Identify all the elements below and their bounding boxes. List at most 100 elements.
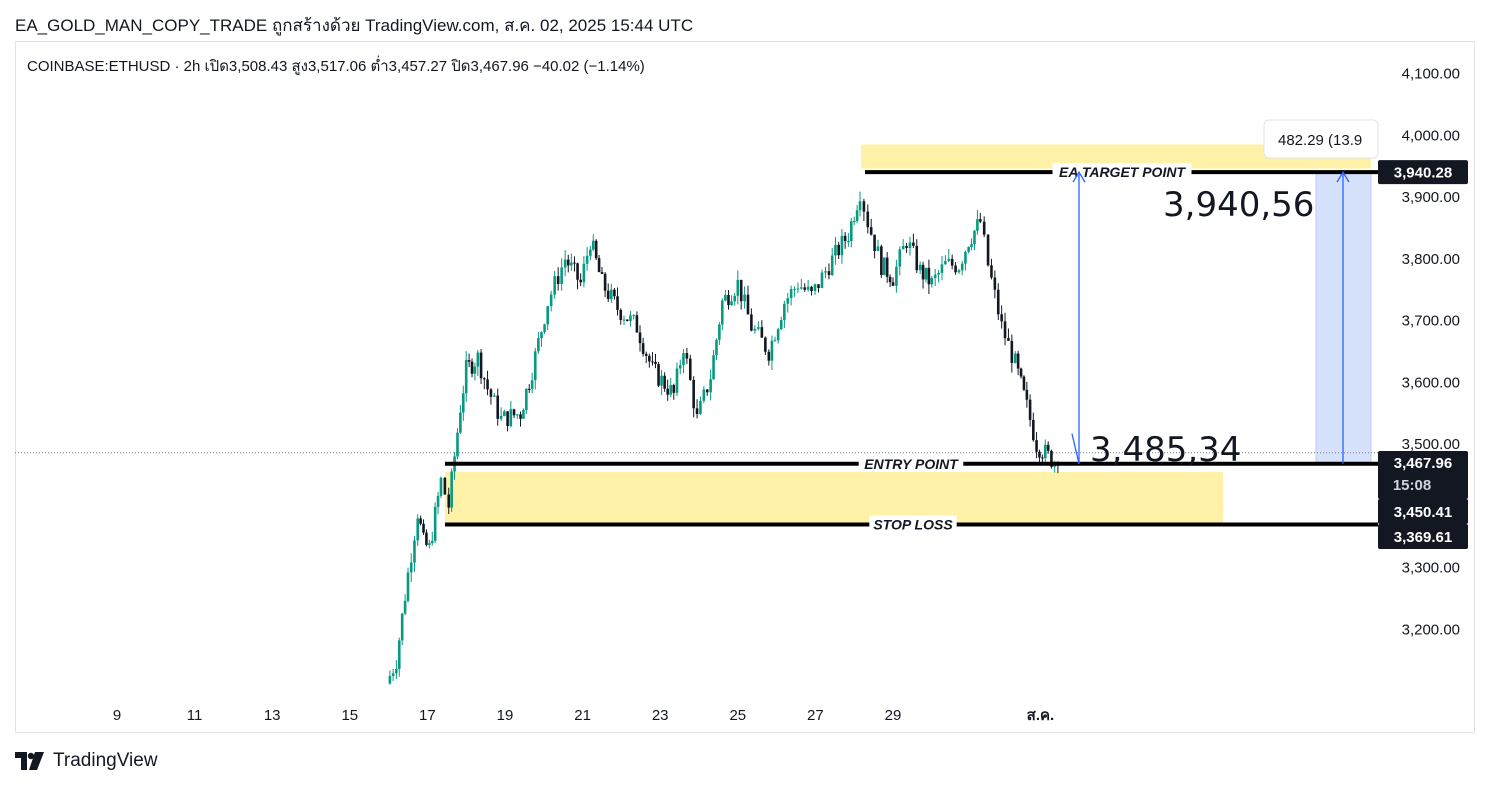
candle xyxy=(388,675,392,684)
ea-target-tag-bg xyxy=(1378,160,1468,185)
candle xyxy=(503,411,506,416)
candle xyxy=(476,352,480,367)
y-tick-label: 3,700.00 xyxy=(1402,313,1460,330)
candle xyxy=(644,353,648,356)
candle xyxy=(397,640,401,669)
candle xyxy=(1000,314,1003,322)
x-tick-label: 11 xyxy=(187,707,203,724)
candle xyxy=(858,201,862,211)
candle xyxy=(843,235,847,241)
level-lines: EA TARGET POINT ENTRY POINT STOP LOSS xyxy=(445,163,1378,533)
candle xyxy=(467,360,471,362)
candle xyxy=(862,201,866,212)
candle xyxy=(779,319,783,330)
candle xyxy=(585,255,589,264)
candle xyxy=(950,258,954,266)
candle xyxy=(527,388,531,390)
candle xyxy=(489,389,493,397)
annotations: 3,940,56 3,485,34 482.29 (13.9 xyxy=(1071,119,1379,470)
candle xyxy=(733,295,736,302)
candle xyxy=(976,219,979,231)
candle xyxy=(954,265,957,273)
candle xyxy=(395,668,398,674)
candle xyxy=(688,358,692,380)
y-tick-label: 4,000.00 xyxy=(1402,127,1460,144)
candle xyxy=(990,265,993,278)
candle xyxy=(760,327,764,338)
candle xyxy=(876,246,880,252)
candle xyxy=(663,375,666,389)
candle xyxy=(715,339,718,356)
candle xyxy=(486,379,489,390)
entry-arrow-stub xyxy=(1071,433,1080,464)
x-tick-label: 19 xyxy=(497,707,514,724)
candle xyxy=(834,244,837,256)
candle xyxy=(803,287,807,290)
candle xyxy=(456,432,459,457)
y-tick-label: 3,800.00 xyxy=(1402,251,1460,268)
candle xyxy=(546,306,549,325)
candle xyxy=(806,286,810,290)
candle xyxy=(566,259,570,266)
candle xyxy=(433,506,437,541)
candle xyxy=(933,274,937,278)
candle xyxy=(1043,444,1047,459)
candle xyxy=(699,400,702,414)
candle xyxy=(921,264,925,280)
candle xyxy=(830,255,834,276)
candle xyxy=(882,257,886,276)
candle xyxy=(979,219,982,222)
x-tick-label: ส.ค. xyxy=(1027,707,1055,724)
candle xyxy=(847,240,850,242)
current-price-tag-bg xyxy=(1378,451,1468,499)
tradingview-logo[interactable]: TradingView xyxy=(15,750,158,772)
candle xyxy=(1016,353,1020,369)
candle xyxy=(944,261,947,265)
candle xyxy=(891,282,895,286)
x-tick-label: 27 xyxy=(807,707,824,724)
candle xyxy=(930,277,934,285)
candle xyxy=(657,364,660,386)
candle xyxy=(837,244,840,256)
candle xyxy=(810,286,813,292)
candle xyxy=(470,361,474,374)
y-tick-label: 3,300.00 xyxy=(1402,560,1460,577)
candle xyxy=(479,352,483,379)
ea-target-label: EA TARGET POINT xyxy=(1059,164,1186,180)
candle xyxy=(678,365,682,369)
candle xyxy=(702,389,706,401)
candle xyxy=(1019,368,1023,377)
candle xyxy=(986,234,990,266)
candle xyxy=(1035,440,1038,452)
x-tick-label: 21 xyxy=(574,707,591,724)
candle xyxy=(499,415,503,419)
candle xyxy=(912,242,915,246)
x-tick-label: 29 xyxy=(885,707,902,724)
target-arrow-head xyxy=(1072,170,1086,183)
candle xyxy=(512,409,516,416)
candle xyxy=(591,240,595,250)
entry-label-bg xyxy=(858,454,964,472)
candle xyxy=(840,235,844,256)
candle xyxy=(625,319,629,321)
candle xyxy=(776,329,780,341)
y-axis: 4,100.00 4,000.00 3,900.00 3,800.00 3,700.00… xyxy=(1402,66,1460,639)
candle xyxy=(718,324,721,340)
candle xyxy=(525,388,528,410)
candle xyxy=(543,324,546,333)
candle xyxy=(800,287,803,289)
candle xyxy=(533,351,537,381)
candle xyxy=(753,328,757,331)
candle xyxy=(682,353,685,366)
candle xyxy=(635,315,639,333)
x-tick-label: 25 xyxy=(729,707,746,724)
candle xyxy=(610,289,613,299)
candle xyxy=(927,267,931,285)
candle xyxy=(957,270,961,273)
ea-target-label-bg xyxy=(1052,163,1192,181)
candle xyxy=(789,289,793,299)
symbol-legend: COINBASE:ETHUSD · 2h เปิด3,508.43 สูง3,5… xyxy=(27,58,645,75)
candle xyxy=(960,263,964,271)
candle xyxy=(651,361,654,363)
